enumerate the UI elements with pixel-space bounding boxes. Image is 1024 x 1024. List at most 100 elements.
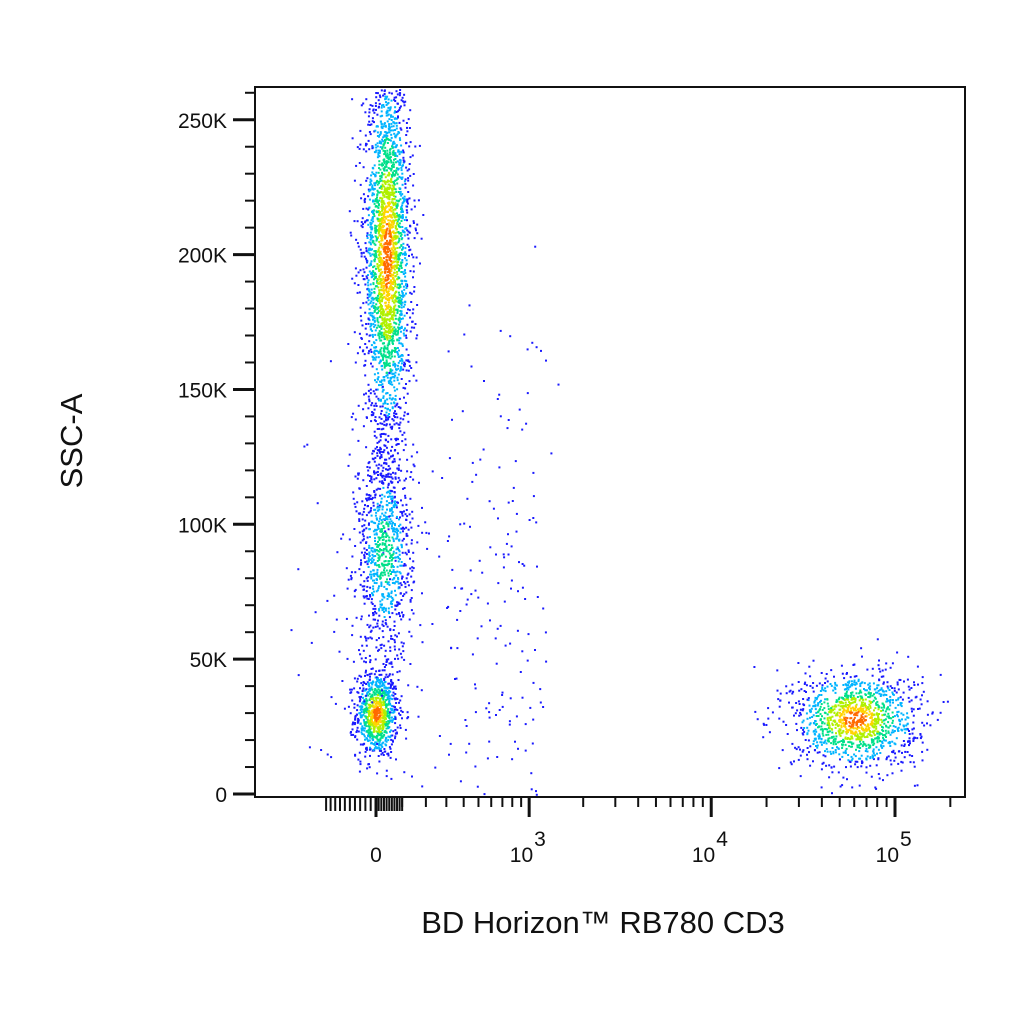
data-point [807,697,810,700]
data-point [397,443,400,445]
data-point [385,462,388,465]
data-point [396,352,399,355]
data-point [382,427,385,430]
data-point [392,581,395,584]
data-point [403,104,406,107]
data-point [384,619,387,622]
data-point [383,158,386,161]
data-point [392,208,395,211]
data-point [388,354,391,357]
data-point [379,314,382,317]
data-point [400,211,403,214]
data-point [388,328,391,330]
data-point [379,711,382,714]
data-point [348,210,351,213]
data-point [399,582,402,585]
data-point [387,739,390,742]
data-point [400,641,403,644]
data-point [367,395,370,398]
data-point [369,231,372,234]
data-point [403,334,406,337]
data-point [383,686,386,689]
data-point [920,703,923,706]
data-point [390,381,393,384]
data-point [813,701,816,704]
data-point [403,288,406,291]
data-point [388,293,391,296]
data-point [382,525,385,527]
data-point [405,591,408,594]
data-point [371,117,374,120]
data-point [380,268,382,271]
data-point [383,616,386,618]
data-point [347,343,350,345]
data-point [351,277,354,280]
data-point [380,549,383,551]
data-point [389,377,392,379]
data-point [378,399,380,402]
data-point [387,274,390,277]
data-point [363,689,366,692]
data-point [380,176,383,179]
data-point [371,723,374,726]
data-point [859,689,862,692]
data-point [405,503,408,506]
data-point [372,587,375,590]
data-point [876,740,879,743]
data-point [394,365,397,368]
data-point [379,380,381,383]
data-point [825,733,828,736]
data-point [396,654,399,657]
data-point [797,662,800,664]
data-point [877,748,880,751]
data-point [366,177,369,180]
data-point [358,487,361,490]
data-point [372,555,375,558]
data-point [363,554,366,557]
data-point [368,683,370,686]
data-point [376,772,379,775]
data-point [386,211,389,214]
data-point [902,713,905,716]
data-point [398,553,401,556]
data-point [408,360,411,363]
data-point [392,294,395,297]
data-point [378,690,381,693]
data-point [847,698,850,701]
data-point [390,508,393,511]
data-point [403,195,406,198]
data-point [382,563,385,566]
data-point [354,571,357,574]
data-point [398,253,401,256]
data-point [404,227,407,230]
data-point [392,550,395,553]
data-point [382,663,385,665]
data-point [368,522,370,525]
data-point [397,200,400,203]
data-point [873,725,876,728]
data-point [383,268,386,271]
data-point [404,551,407,554]
data-point [873,742,876,745]
data-point [367,740,370,742]
data-point [369,388,372,391]
data-point [391,191,394,194]
data-point [396,133,399,136]
data-point [407,528,410,531]
data-point [378,565,381,568]
data-point [390,315,393,318]
data-point [804,672,807,675]
data-point [388,612,391,615]
data-point [381,229,384,232]
data-point [821,722,824,725]
data-point [866,735,869,738]
data-point [385,359,388,362]
data-point [797,700,800,703]
data-point [851,745,853,748]
data-point [373,434,376,437]
data-point [369,241,372,244]
data-point [405,134,408,136]
data-point [398,237,401,240]
data-point [391,665,394,668]
data-point [408,513,411,516]
